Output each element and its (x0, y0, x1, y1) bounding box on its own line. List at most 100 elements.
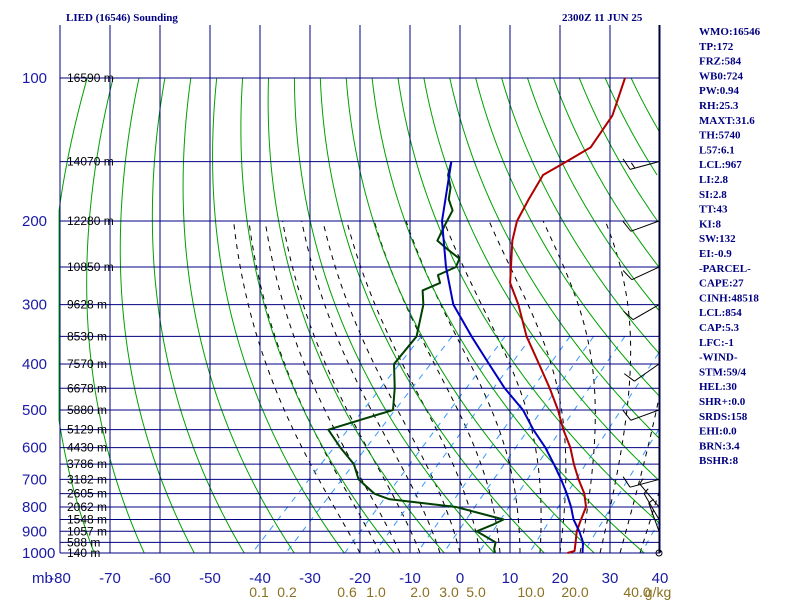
pressure-tick-label: 1000 (22, 545, 55, 562)
index-value: LCL:967 (699, 159, 742, 171)
height-label: 1548 m (67, 512, 107, 526)
height-label: 16590 m (67, 71, 114, 85)
mixing-ratio-line (478, 336, 626, 554)
height-label: 6678 m (67, 381, 107, 395)
wind-barbs (622, 25, 663, 557)
mixing-ratio-label: 40.0 (623, 584, 650, 600)
index-value: CINH:48518 (699, 292, 759, 304)
index-value: TP:172 (699, 41, 734, 53)
wind-barb-half (648, 498, 655, 504)
temperature-tick-label: -40 (249, 570, 271, 587)
height-label: 3182 m (67, 472, 107, 486)
moist-adiabat (264, 220, 401, 554)
temperature-profile (509, 77, 626, 554)
height-label: 2062 m (67, 500, 107, 514)
dry-adiabat (151, 77, 245, 554)
dry-adiabat (267, 77, 445, 554)
wind-barb-flag (622, 476, 631, 488)
pressure-tick-label: 700 (22, 471, 47, 488)
dry-adiabat (319, 77, 545, 554)
temperature-tick-label: -70 (99, 570, 121, 587)
moist-adiabat (619, 388, 662, 554)
index-value: L57:6.1 (699, 144, 735, 156)
index-value: BSHR:8 (699, 455, 739, 467)
temperature-tick-label: -80 (49, 570, 71, 587)
height-label: 3786 m (67, 457, 107, 471)
dry-adiabat (240, 77, 395, 554)
index-value: -PARCEL- (699, 263, 751, 275)
wind-barb (631, 266, 660, 281)
height-label: 7570 m (67, 357, 107, 371)
wind-barb (632, 304, 660, 321)
wind-barb (630, 409, 660, 421)
index-value: -WIND- (699, 352, 738, 364)
dry-adiabat (397, 77, 661, 525)
index-value: RH:25.3 (699, 100, 739, 112)
moist-adiabat (301, 220, 441, 554)
moist-adiabat (443, 220, 542, 554)
mixing-ratio-label: 3.0 (439, 584, 459, 600)
pressure-tick-label: 100 (22, 70, 47, 87)
pressure-tick-label: 900 (22, 523, 47, 540)
height-label: 8530 m (67, 329, 107, 343)
temperature-tick-label: 0 (456, 570, 464, 587)
height-label: 10850 m (67, 260, 114, 274)
mixing-ratio-line (251, 336, 422, 554)
height-labels: 16590 m 14070 m 12280 m 10850 m 9628 m 8530 m… (67, 71, 114, 560)
mixing-ratio-line (583, 429, 660, 554)
dry-adiabat (58, 77, 95, 554)
moist-adiabat (373, 220, 501, 554)
temperature-tick-label: 10 (502, 570, 519, 587)
moist-adiabat (639, 486, 662, 554)
index-value: WB0:724 (699, 70, 744, 82)
index-value: LCL:854 (699, 307, 742, 319)
sounding-time: 2300Z 11 JUN 25 (562, 12, 643, 24)
index-value: CAP:5.3 (699, 322, 740, 334)
height-label: 2605 m (67, 487, 107, 501)
index-value: PW:0.94 (699, 85, 740, 97)
wind-barb (629, 478, 660, 488)
wind-barb-half (643, 488, 649, 494)
height-label: 5129 m (67, 423, 107, 437)
moist-adiabat (599, 220, 632, 554)
wind-barb (634, 363, 660, 382)
wind-barb-half (630, 162, 636, 169)
wind-barb-flag (623, 310, 634, 321)
index-value: LI:2.8 (699, 174, 729, 186)
index-value: TH:5740 (699, 130, 741, 142)
wind-barb (639, 483, 660, 508)
height-label: 14070 m (67, 155, 114, 169)
pressure-tick-label: 600 (22, 440, 47, 457)
wind-barb-half (639, 478, 644, 485)
dry-adiabat (475, 77, 661, 398)
height-label: 5880 m (67, 403, 107, 417)
height-label: 1057 m (67, 524, 107, 538)
index-value: HEL:30 (699, 381, 737, 393)
parcel-path (441, 161, 585, 554)
dry-adiabat (423, 77, 660, 482)
index-value: STM:59/4 (699, 366, 747, 378)
height-label: 140 m (67, 546, 100, 560)
mixing-ratio-lines (251, 336, 661, 554)
temperature-tick-label: 40 (652, 570, 669, 587)
mixing-ratio-line (344, 336, 506, 554)
dry-adiabat (449, 77, 661, 440)
mixing-ratio-label: g/kg (645, 584, 671, 600)
profile-lines (327, 77, 626, 554)
moist-adiabat (282, 220, 421, 554)
index-value: MAXT:31.6 (699, 115, 755, 127)
temperature-tick-label: 20 (552, 570, 569, 587)
temperature-tick-label: 30 (602, 570, 619, 587)
mixing-ratio-label: 0.2 (277, 584, 297, 600)
temperature-axis-labels: -80 -70 -60 -50 -40 -30 -20 -10 0 10 20 30 40 (49, 570, 668, 587)
temperature-tick-label: -50 (199, 570, 221, 587)
index-value: LFC:-1 (699, 337, 734, 349)
temperature-tick-label: -10 (399, 570, 421, 587)
dry-adiabat (119, 77, 195, 554)
wind-barb (643, 493, 660, 520)
wind-barb-flag (622, 221, 632, 232)
dry-adiabat (552, 77, 660, 268)
mixing-ratio-label: 2.0 (410, 584, 430, 600)
mixing-ratio-line (285, 336, 453, 554)
